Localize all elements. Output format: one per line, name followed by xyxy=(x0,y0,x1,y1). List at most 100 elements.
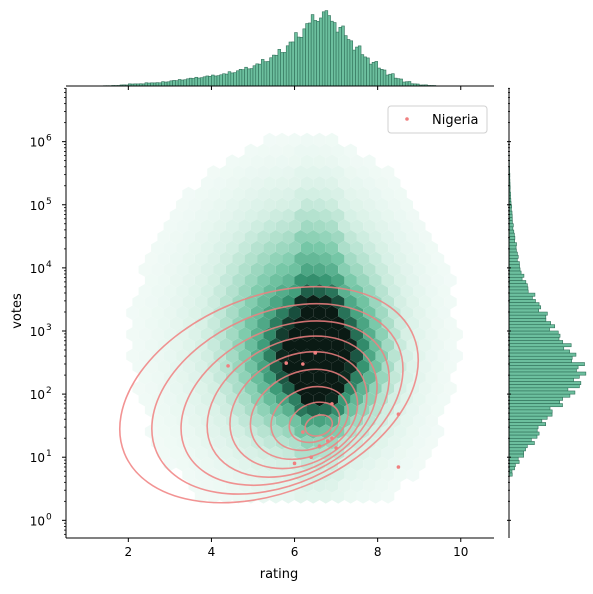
x-hist-bar xyxy=(234,73,237,86)
x-hist-bar xyxy=(347,39,350,86)
x-hist-bar xyxy=(355,47,358,86)
nigeria-point xyxy=(284,361,288,365)
x-hist-bar xyxy=(181,80,184,86)
nigeria-point xyxy=(397,465,401,469)
y-hist-bar xyxy=(509,230,514,233)
x-hist-bar xyxy=(336,32,339,86)
x-hist-bar xyxy=(289,42,292,86)
x-hist-bar xyxy=(311,15,314,86)
x-hist-bar xyxy=(220,75,223,86)
y-tick-exponent: 5 xyxy=(46,197,52,207)
x-tick-label: 4 xyxy=(208,545,216,559)
x-hist-bar xyxy=(300,37,303,86)
legend-nigeria-marker xyxy=(405,117,409,121)
x-hist-bar xyxy=(239,69,242,86)
x-hist-bar xyxy=(286,46,289,86)
x-hist-bar xyxy=(317,21,320,86)
x-hist-bar xyxy=(333,23,336,86)
x-hist-bar xyxy=(408,82,411,86)
x-hist-bar xyxy=(162,82,165,86)
y-hist-bar xyxy=(509,381,581,384)
y-hist-bar xyxy=(509,322,551,325)
x-hist-bar xyxy=(203,77,206,86)
x-hist-bar xyxy=(386,75,389,86)
x-hist-bar xyxy=(170,81,173,86)
nigeria-point xyxy=(314,351,318,355)
x-hist-bar xyxy=(314,20,317,86)
x-hist-bar xyxy=(394,78,397,86)
x-hist-bar xyxy=(392,74,395,86)
x-hist-bar xyxy=(319,18,322,86)
x-hist-bar xyxy=(339,27,342,86)
y-hist-bar xyxy=(509,366,578,369)
x-hist-bar xyxy=(164,82,167,86)
x-hist-bar xyxy=(275,55,278,86)
y-hist-bar xyxy=(509,296,532,299)
y-hist-bar xyxy=(509,372,586,375)
y-hist-bar xyxy=(509,438,531,441)
y-hist-bar xyxy=(509,337,559,340)
y-hist-bar xyxy=(509,359,572,362)
x-hist-bar xyxy=(322,12,325,86)
x-tick-label: 2 xyxy=(125,545,133,559)
y-hist-bar xyxy=(509,404,563,407)
y-tick-label: 10 xyxy=(30,199,45,213)
x-hist-bar xyxy=(389,74,392,86)
nigeria-point xyxy=(397,412,401,416)
y-hist-bar xyxy=(509,454,524,457)
x-tick-label: 6 xyxy=(291,545,299,559)
y-tick-label: 10 xyxy=(30,388,45,402)
y-hist-bar xyxy=(509,416,547,419)
y-hist-bar xyxy=(509,258,517,261)
x-hist-bar xyxy=(358,46,361,86)
y-hist-bar xyxy=(509,284,527,287)
x-hist-bar xyxy=(253,66,256,86)
y-tick-label: 10 xyxy=(30,262,45,276)
y-hist-bar xyxy=(509,328,550,331)
x-hist-bar xyxy=(156,83,159,86)
y-hist-bar xyxy=(509,350,570,353)
x-hist-bar xyxy=(178,79,181,86)
y-hist-bar xyxy=(509,334,560,337)
hexbin-layer xyxy=(126,133,463,504)
y-tick-exponent: 0 xyxy=(46,512,52,522)
y-hist-bar xyxy=(509,303,539,306)
x-hist-bar xyxy=(228,72,231,86)
x-hist-bar xyxy=(192,78,195,86)
nigeria-point xyxy=(309,455,313,459)
y-hist-bar xyxy=(509,356,572,359)
x-hist-bar xyxy=(209,76,212,86)
y-hist-bar xyxy=(509,460,519,463)
y-tick-label: 10 xyxy=(30,514,45,528)
nigeria-point xyxy=(301,430,305,434)
x-hist-bar xyxy=(242,70,245,86)
y-hist-bar xyxy=(509,441,534,444)
x-hist-bar xyxy=(259,64,262,86)
x-hist-bar xyxy=(342,26,345,86)
y-hist-bar xyxy=(509,445,527,448)
y-tick-label: 10 xyxy=(30,451,45,465)
x-hist-bar xyxy=(397,79,400,86)
x-hist-bar xyxy=(400,79,403,86)
x-hist-bar xyxy=(328,16,331,86)
y-hist-bar xyxy=(509,410,552,413)
x-hist-bar xyxy=(223,74,226,86)
y-hist-bar xyxy=(509,451,524,454)
x-hist-bar xyxy=(214,76,217,86)
x-hist-bar xyxy=(267,61,270,86)
x-hist-bar xyxy=(256,64,259,86)
x-hist-bar xyxy=(380,69,383,86)
x-hist-bar xyxy=(325,11,328,86)
x-hist-bar xyxy=(195,77,198,86)
x-hist-bar xyxy=(175,81,178,86)
y-tick-exponent: 4 xyxy=(46,260,52,270)
y-hist-bar xyxy=(509,423,546,426)
x-hist-bar xyxy=(295,33,298,86)
y-hist-bar xyxy=(509,262,519,265)
x-hist-bar xyxy=(187,79,190,86)
y-hist-bar xyxy=(509,306,541,309)
x-hist-bar xyxy=(378,68,381,86)
x-hist-bar xyxy=(353,50,356,86)
x-tick-label: 10 xyxy=(453,545,468,559)
x-hist-bar xyxy=(261,59,264,86)
